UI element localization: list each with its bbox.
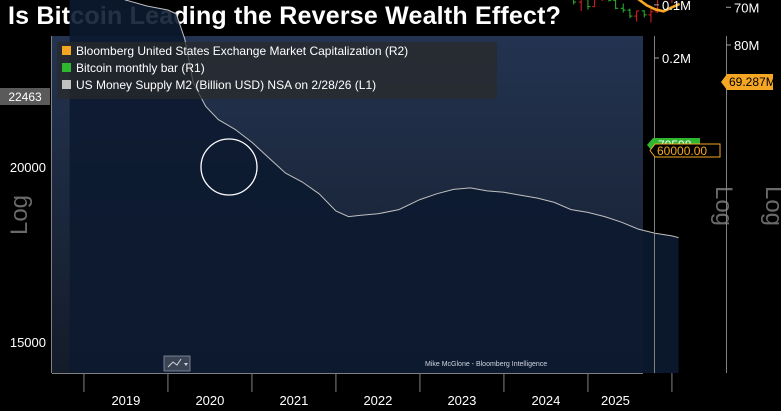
m2-layer (69, 0, 679, 373)
left-tick-label: 20000 (10, 160, 46, 175)
left-axis: 20000 15000 22463 Log (0, 36, 52, 373)
right2-tick-label: 70M (734, 0, 759, 15)
legend-label-market-cap: Bloomberg United States Exchange Market … (76, 44, 408, 58)
right-axis-market-cap: Log 80M70M60M50M40M30M (726, 0, 781, 373)
x-tick-label: 2023 (447, 393, 476, 408)
bitcoin-monthly-bar (585, 0, 591, 10)
bitcoin-monthly-bar (627, 8, 633, 19)
bitcoin-monthly-bar (634, 10, 640, 22)
x-tick-label: 2020 (195, 393, 224, 408)
legend-label-bitcoin: Bitcoin monthly bar (R1) (76, 61, 205, 75)
chevron-down-icon (184, 363, 188, 366)
legend: Bloomberg United States Exchange Market … (57, 42, 497, 99)
chart-type-button[interactable] (163, 355, 191, 372)
legend-label-m2: US Money Supply M2 (Billion USD) NSA on … (76, 78, 376, 92)
bitcoin-monthly-bar (620, 3, 626, 13)
right2-tick-label: 80M (734, 38, 759, 53)
right-highlights: 70598 60000.00 69.287M (647, 74, 776, 158)
right-axis-bitcoin: Log 0.2M0.1M5000040000300002000010000500… (654, 0, 737, 373)
bitcoin-monthly-bar (573, 0, 577, 5)
x-tick-label: 2019 (111, 393, 140, 408)
threshold-value: 60000.00 (657, 144, 707, 158)
legend-swatch-bitcoin (62, 63, 71, 72)
x-tick-label: 2021 (279, 393, 308, 408)
right1-tick-label: 0.2M (662, 51, 691, 66)
right1-tick-label: 0.1M (662, 0, 691, 13)
line-chart-icon (167, 358, 182, 368)
left-highlight-value: 22463 (8, 90, 42, 104)
legend-box (57, 42, 497, 99)
left-tick-label: 15000 (10, 335, 46, 350)
threshold-box (649, 143, 721, 158)
bitcoin-monthly-bar (601, 0, 603, 1)
bitcoin-monthly-bar (578, 0, 584, 11)
legend-swatch-m2 (62, 80, 71, 89)
x-tick-label: 2025 (601, 393, 630, 408)
right2-axis-label: Log (760, 186, 781, 226)
right1-axis-label: Log (710, 186, 737, 226)
left-axis-label: Log (6, 195, 33, 235)
market-cap-last-value: 69.287M (729, 75, 776, 89)
bitcoin-monthly-bar (592, 0, 596, 8)
left-highlight-box (0, 88, 50, 105)
bitcoin-monthly-bar (648, 6, 654, 23)
legend-swatch-market-cap (62, 46, 71, 55)
credit-text: Mike McGlone - Bloomberg Intelligence (425, 361, 547, 368)
market-cap-last-box (721, 74, 773, 90)
x-tick-label: 2022 (363, 393, 392, 408)
m2-series-line (124, 0, 679, 239)
bitcoin-monthly-bar (641, 10, 647, 18)
bitcoin-monthly-bar (608, 0, 612, 2)
highlight-circle (200, 138, 258, 196)
bitcoin-monthly-bar (613, 0, 619, 10)
x-tick-label: 2024 (531, 393, 560, 408)
x-axis: 2019 2020 2021 2022 2023 2024 2025 (52, 373, 673, 408)
m2-area (69, 0, 679, 373)
